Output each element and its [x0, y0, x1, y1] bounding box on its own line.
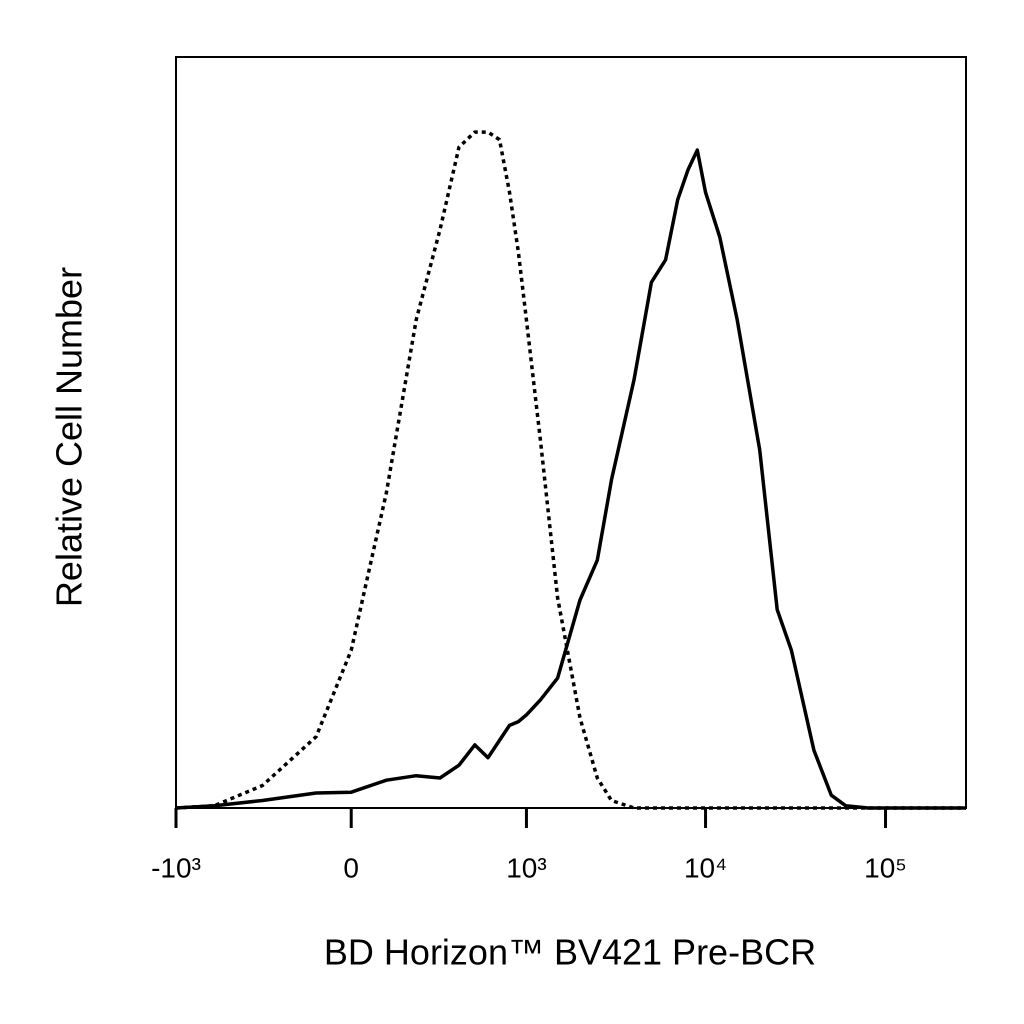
- x-tick-label: 0: [343, 852, 359, 883]
- x-tick-label: 10⁴: [684, 852, 727, 883]
- plot-frame: [175, 56, 967, 809]
- histogram-line: [175, 148, 966, 810]
- x-tick-label: -10³: [151, 852, 201, 883]
- x-axis-label: BD Horizon™ BV421 Pre-BCR: [324, 932, 816, 973]
- x-tick-label: 10⁵: [864, 852, 907, 883]
- y-axis-label: Relative Cell Number: [49, 267, 90, 607]
- x-tick-label: 10³: [506, 852, 546, 883]
- histogram-line: [175, 130, 966, 810]
